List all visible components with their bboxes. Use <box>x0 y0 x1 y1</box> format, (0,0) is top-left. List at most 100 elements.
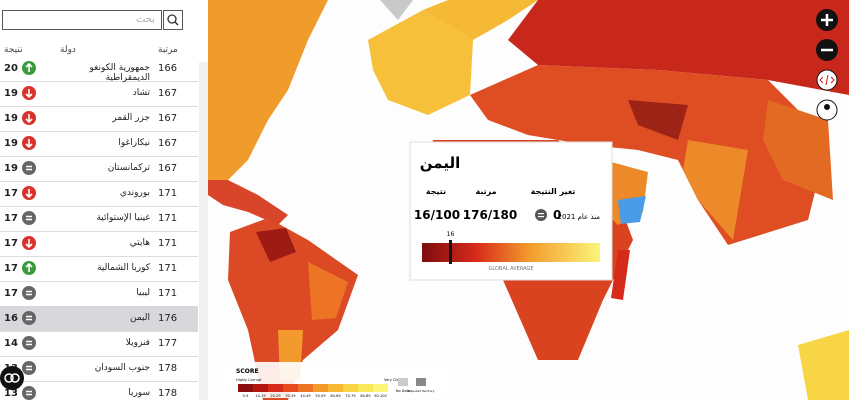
score: 17 <box>4 238 18 249</box>
trend-icon <box>22 86 36 100</box>
rank: 171 <box>158 213 178 224</box>
legend-swatch <box>373 384 388 392</box>
australia <box>798 330 849 400</box>
country-row[interactable]: 13 سوريا 178 <box>0 381 198 400</box>
greenland <box>380 0 413 20</box>
legend-swatch <box>283 384 298 392</box>
legend-nodata-label: No Data <box>396 389 410 393</box>
trend-icon <box>22 336 36 350</box>
rank: 171 <box>158 188 178 199</box>
trend-arrow <box>26 165 32 171</box>
trend-glyph <box>26 290 32 296</box>
world-map[interactable]: SCORE Highly Corrupt Very Clean 0-9 10-19 20-… <box>208 0 849 400</box>
legend-bin-label: 30-39 <box>285 394 295 398</box>
score: 19 <box>4 88 18 99</box>
trend-icon <box>22 386 36 400</box>
rank: 178 <box>158 388 178 399</box>
europe <box>368 10 473 115</box>
trend-arrow <box>26 365 32 371</box>
russia <box>508 0 849 95</box>
trend-glyph <box>25 139 33 149</box>
trend-glyph <box>26 215 32 221</box>
scandinavia <box>423 0 538 40</box>
country-name: هايتي <box>129 238 150 248</box>
legend-bin-label: 60-69 <box>330 394 340 398</box>
legend-low: Highly Corrupt <box>236 378 262 382</box>
legend-bin-label: 40-49 <box>300 394 310 398</box>
legend-bin-label: 50-59 <box>315 394 325 398</box>
country-row[interactable]: 19 تركمانستان 167 <box>0 156 198 182</box>
rank: 178 <box>158 363 178 374</box>
accessibility-button[interactable] <box>0 366 24 390</box>
trend-arrow <box>26 290 32 296</box>
legend-bin-label: 10-19 <box>255 394 265 398</box>
score: 17 <box>4 188 18 199</box>
trend-glyph <box>25 89 33 99</box>
country-row[interactable]: 17 غينيا الإستوائية 171 <box>0 206 198 232</box>
country-row[interactable]: 20 جمهورية الكونغو الديمقراطية 166 <box>0 56 198 83</box>
country-row[interactable]: 19 جزر القمر 167 <box>0 106 198 132</box>
trend-icon <box>22 186 36 200</box>
trend-arrow <box>26 340 32 346</box>
country-name: سوريا <box>128 388 150 398</box>
change-icon-line <box>538 216 544 218</box>
trend-arrow <box>25 139 33 149</box>
zoom-in-icon <box>821 14 833 26</box>
trend-icon <box>22 236 36 250</box>
trend-arrow <box>25 114 33 124</box>
popup-label: نتيجة <box>426 187 446 196</box>
country-name: ليبيا <box>136 288 150 298</box>
country-row[interactable]: 14 فنزويلا 177 <box>0 331 198 357</box>
trend-arrow <box>26 390 32 396</box>
legend-disputed-label: Disputed Territory <box>408 389 435 393</box>
score-gradient <box>422 243 600 262</box>
legend-swatch <box>328 384 343 392</box>
legend-swatch <box>313 384 328 392</box>
change-icon <box>535 209 547 221</box>
country-name: تشاد <box>132 88 150 98</box>
country-row[interactable]: 19 تشاد 167 <box>0 81 198 107</box>
trend-icon <box>22 211 36 225</box>
trend-glyph <box>25 239 33 249</box>
country-row[interactable]: 19 نيكاراغوا 167 <box>0 131 198 157</box>
trend-arrow <box>25 262 33 272</box>
trend-icon <box>22 311 36 325</box>
country-row[interactable]: 16 اليمن 176 <box>0 306 198 332</box>
china <box>763 100 833 200</box>
score: 19 <box>4 163 18 174</box>
score: 19 <box>4 138 18 149</box>
country-row[interactable]: 17 بوروندي 171 <box>0 181 198 207</box>
rank: 167 <box>158 138 178 149</box>
legend-bin-label: 20-29 <box>270 394 280 398</box>
trend-glyph <box>25 262 33 272</box>
trend-icon <box>22 361 36 375</box>
trend-glyph <box>26 390 32 396</box>
search-input[interactable]: بحث <box>2 10 162 30</box>
legend-swatch <box>298 384 313 392</box>
trend-arrow <box>26 215 32 221</box>
scrollbar[interactable] <box>199 62 208 400</box>
country-row[interactable]: 17 هايتي 171 <box>0 231 198 257</box>
score: 13 <box>4 388 18 399</box>
search-icon <box>167 14 179 26</box>
popup-score: 16/100 <box>414 208 460 222</box>
legend-disputed <box>416 378 426 386</box>
search-button[interactable] <box>163 10 183 30</box>
trend-icon <box>22 111 36 125</box>
yemen <box>618 196 646 224</box>
score: 17 <box>4 263 18 274</box>
global-average: GLOBAL AVERAGE <box>489 266 534 272</box>
popup-label: مرتبة <box>475 187 496 196</box>
south-america <box>228 218 358 400</box>
india <box>683 140 748 240</box>
country-name: اليمن <box>129 313 150 323</box>
trend-icon <box>22 286 36 300</box>
country-row[interactable]: 17 ليبيا 171 <box>0 281 198 307</box>
embed-icon <box>819 74 835 86</box>
country-row[interactable]: 17 كوريا الشمالية 171 <box>0 256 198 282</box>
trend-glyph <box>26 365 32 371</box>
score: 16 <box>4 313 18 324</box>
